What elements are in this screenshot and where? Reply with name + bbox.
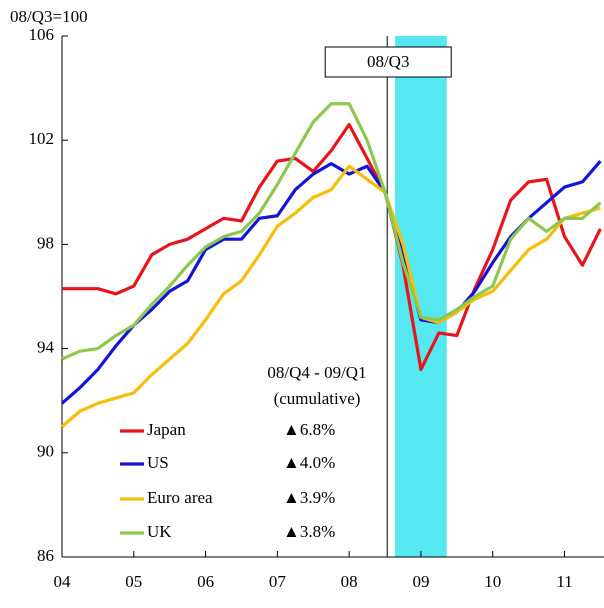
shade-band: [395, 36, 447, 557]
y-tick-label: 106: [29, 25, 55, 44]
x-tick-label: 10: [484, 572, 501, 591]
x-tick-label: 04: [54, 572, 72, 591]
legend-change: ▲3.9%: [283, 488, 335, 507]
legend-label: US: [147, 453, 169, 472]
series-line: [61, 102, 602, 361]
x-tick-label: 11: [556, 572, 572, 591]
y-axis-label: 08/Q3=100: [10, 7, 88, 26]
legend-label: Euro area: [147, 488, 213, 507]
y-tick-label: 102: [29, 129, 55, 148]
event-box: [324, 46, 452, 78]
x-tick-label: 08: [341, 572, 358, 591]
x-tick-label: 06: [197, 572, 214, 591]
y-tick-label: 94: [37, 338, 55, 357]
y-tick-label: 86: [37, 546, 54, 565]
y-tick-label: 90: [37, 442, 54, 461]
legend-title: (cumulative): [274, 389, 361, 408]
x-tick-label: 07: [269, 572, 287, 591]
legend-label: UK: [147, 522, 172, 541]
legend-title: 08/Q4 - 09/Q1: [267, 363, 366, 382]
legend-change: ▲4.0%: [283, 453, 335, 472]
series-line: [60, 164, 601, 428]
series-line: [62, 122, 602, 372]
legend-change: ▲3.8%: [283, 522, 335, 541]
series-line: [60, 159, 602, 405]
legend-label: Japan: [147, 420, 186, 439]
x-tick-label: 09: [412, 572, 429, 591]
legend-change: ▲6.8%: [283, 420, 335, 439]
event-label: 08/Q3: [367, 52, 410, 71]
x-tick-label: 05: [125, 572, 142, 591]
y-tick-label: 98: [37, 233, 54, 252]
